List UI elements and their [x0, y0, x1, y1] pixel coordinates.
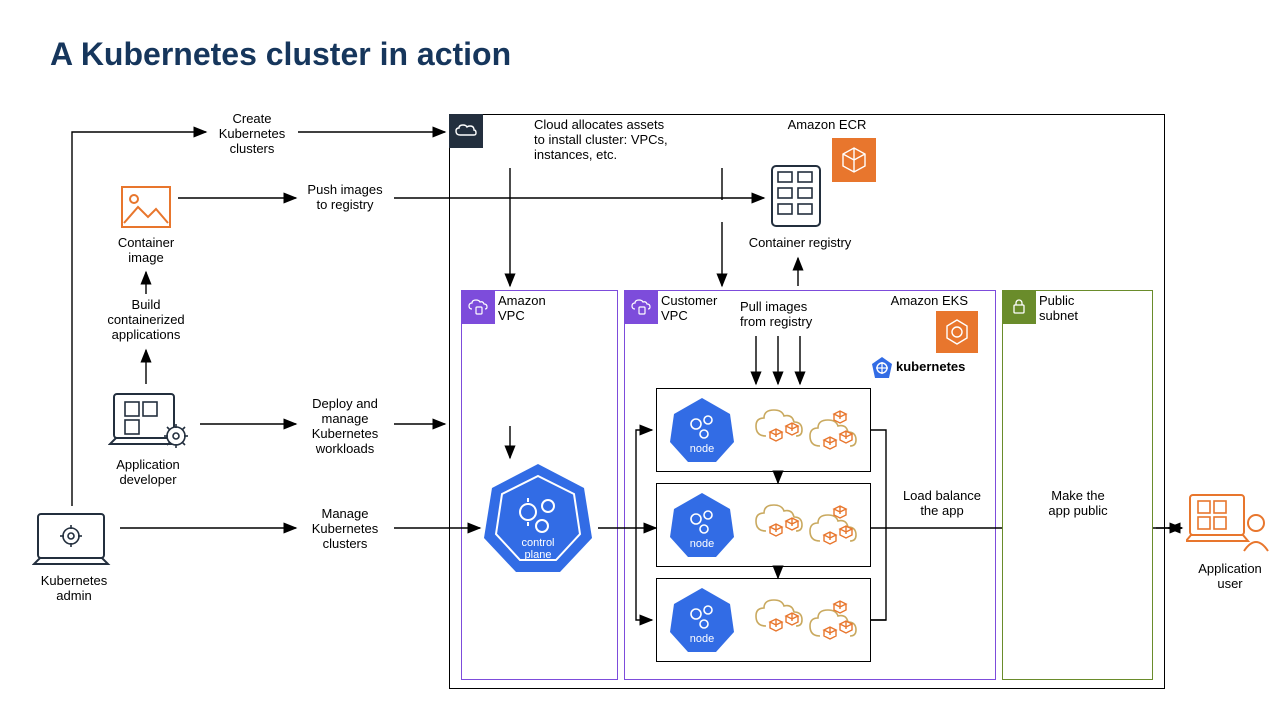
node-box-1 — [656, 388, 871, 472]
node-box-2 — [656, 483, 871, 567]
amazon-vpc-label: AmazonVPC — [498, 294, 568, 324]
node-box-3 — [656, 578, 871, 662]
ecr-icon — [832, 138, 876, 182]
k8s-admin-label: Kubernetesadmin — [34, 574, 114, 604]
create-clusters-label: CreateKubernetesclusters — [210, 112, 294, 157]
k8s-admin-icon — [32, 508, 116, 572]
app-user-icon — [1186, 489, 1270, 559]
subnet-icon — [1002, 290, 1036, 324]
amazon-vpc-box — [461, 290, 618, 680]
diagram-container: A Kubernetes cluster in action AmazonVPC… — [0, 0, 1280, 720]
cloud-icon — [449, 114, 483, 148]
amazon-eks-label: Amazon EKS — [878, 294, 968, 309]
pull-images-label: Pull imagesfrom registry — [740, 300, 830, 330]
kubernetes-label: kubernetes — [896, 360, 976, 375]
app-user-label: Applicationuser — [1190, 562, 1270, 592]
page-title: A Kubernetes cluster in action — [50, 36, 511, 73]
vpc-icon — [461, 290, 495, 324]
app-developer-label: Applicationdeveloper — [108, 458, 188, 488]
load-balance-label: Load balancethe app — [894, 489, 990, 519]
customer-vpc-icon — [624, 290, 658, 324]
public-subnet-label: Publicsubnet — [1039, 294, 1099, 324]
cloud-allocates-label: Cloud allocates assetsto install cluster… — [534, 118, 704, 163]
container-image-icon — [118, 183, 174, 233]
container-registry-label: Container registry — [740, 236, 860, 251]
manage-clusters-label: ManageKubernetesclusters — [300, 507, 390, 552]
customer-vpc-label: CustomerVPC — [661, 294, 731, 324]
eks-icon — [936, 311, 978, 353]
public-subnet-box — [1002, 290, 1153, 680]
amazon-ecr-label: Amazon ECR — [782, 118, 872, 133]
container-image-label: Containerimage — [108, 236, 184, 266]
app-developer-icon — [108, 388, 196, 456]
deploy-manage-label: Deploy andmanageKubernetesworkloads — [300, 397, 390, 457]
build-apps-label: Buildcontainerizedapplications — [100, 298, 192, 343]
make-public-label: Make theapp public — [1036, 489, 1120, 519]
push-images-label: Push imagesto registry — [300, 183, 390, 213]
